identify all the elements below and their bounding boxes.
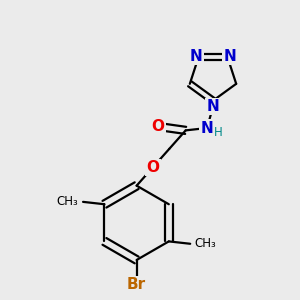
Text: N: N [190, 49, 203, 64]
Text: N: N [207, 99, 219, 114]
Text: O: O [152, 119, 164, 134]
Text: H: H [214, 126, 223, 139]
Text: CH₃: CH₃ [57, 195, 79, 208]
Text: Br: Br [127, 277, 146, 292]
Text: N: N [201, 121, 213, 136]
Text: N: N [223, 49, 236, 64]
Text: O: O [146, 160, 160, 175]
Text: CH₃: CH₃ [195, 237, 216, 250]
